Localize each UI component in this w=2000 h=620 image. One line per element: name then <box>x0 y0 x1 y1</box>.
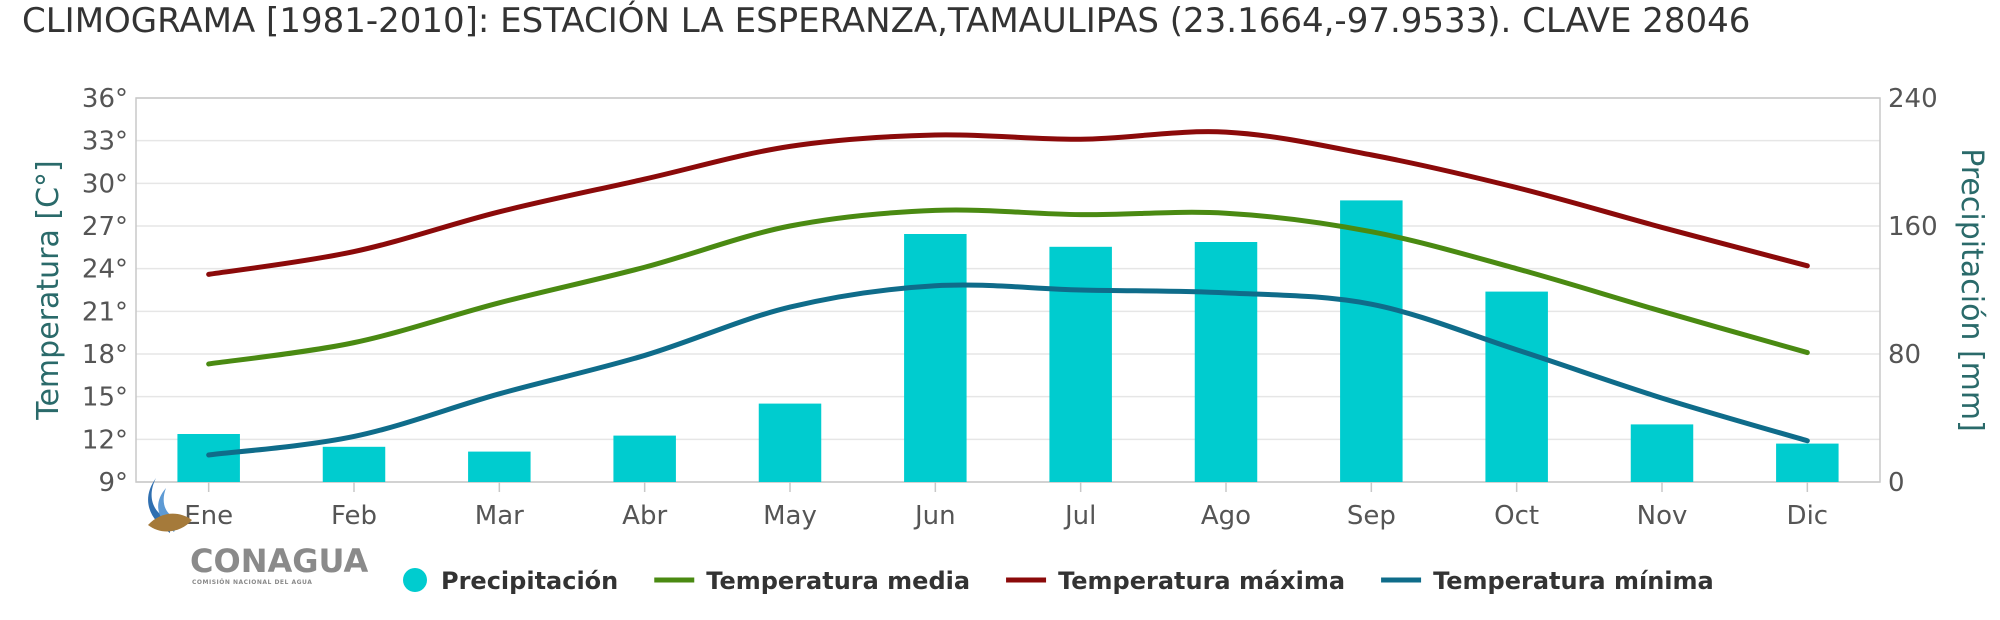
right-tick-label: 240 <box>1888 84 1938 114</box>
left-axis-ticks: 9° 12° 15° 18° 21° 24° 27° 30° 33° 36° <box>82 84 128 498</box>
left-tick-label: 12° <box>82 425 128 455</box>
temperature-lines <box>206 129 1810 458</box>
precipitation-bar <box>177 434 240 482</box>
legend-label: Precipitación <box>441 567 618 595</box>
precipitation-bar <box>758 403 822 482</box>
left-tick-label: 24° <box>82 255 128 285</box>
left-tick-label: 27° <box>82 212 128 242</box>
x-axis-ticks: Ene Feb Mar Abr May Jun Jul Ago Sep Oct Nov Dic <box>184 482 1828 531</box>
legend-label: Temperatura máxima <box>1058 567 1345 595</box>
x-tick-label: Nov <box>1637 501 1688 531</box>
right-axis-title: Precipitación [mm] <box>1954 148 1989 432</box>
x-tick-label: Sep <box>1347 501 1396 531</box>
logo-subtitle: COMISIÓN NACIONAL DEL AGUA <box>192 579 312 586</box>
temperatura-minima-line <box>206 282 1810 458</box>
left-tick-label: 36° <box>82 84 128 114</box>
temperatura-media-line <box>206 207 1810 367</box>
legend-label: Temperatura mínima <box>1433 567 1714 595</box>
precipitation-bar <box>1630 424 1694 482</box>
x-tick-label: Mar <box>475 501 524 531</box>
x-tick-label: Dic <box>1787 501 1829 531</box>
precipitation-bar <box>1049 246 1112 482</box>
temperatura-maxima-line <box>206 129 1810 277</box>
legend-marker <box>403 568 427 592</box>
precipitation-bar <box>322 446 386 482</box>
left-tick-label: 30° <box>82 169 128 199</box>
precipitation-bar <box>1194 242 1258 482</box>
x-tick-label: Abr <box>622 501 667 531</box>
precipitation-bar <box>468 451 531 482</box>
legend-label: Temperatura media <box>706 567 970 595</box>
precipitation-bars <box>177 200 1839 482</box>
x-tick-label: May <box>763 501 817 531</box>
left-tick-label: 21° <box>82 297 128 327</box>
right-axis-ticks: 0 80 160 240 <box>1888 84 1938 498</box>
left-tick-label: 9° <box>98 468 128 498</box>
legend: Precipitación Temperatura media Temperatur… <box>403 567 1714 595</box>
right-tick-label: 80 <box>1888 340 1921 370</box>
x-tick-label: Oct <box>1494 501 1539 531</box>
x-tick-label: Jul <box>1063 501 1096 531</box>
precipitation-bar <box>904 234 967 482</box>
precipitation-bar <box>1340 200 1403 482</box>
right-tick-label: 160 <box>1888 212 1938 242</box>
legend-item: Temperatura máxima <box>1006 567 1345 595</box>
right-tick-label: 0 <box>1888 468 1905 498</box>
legend-item: Temperatura media <box>654 567 970 595</box>
precipitation-bar <box>1485 291 1548 482</box>
x-tick-label: Feb <box>331 501 377 531</box>
precipitation-bar <box>613 435 676 482</box>
left-tick-label: 15° <box>82 383 128 413</box>
left-axis-title: Temperatura [C°] <box>31 160 66 421</box>
x-tick-label: Jun <box>913 501 956 531</box>
chart-title: CLIMOGRAMA [1981-2010]: ESTACIÓN LA ESPE… <box>22 0 1750 41</box>
precipitation-bar <box>1776 443 1839 482</box>
x-tick-label: Ago <box>1201 501 1251 531</box>
x-tick-label: Ene <box>184 501 233 531</box>
left-tick-label: 18° <box>82 340 128 370</box>
legend-item: Temperatura mínima <box>1381 567 1714 595</box>
left-tick-label: 33° <box>82 127 128 157</box>
conagua-logo: CONAGUA COMISIÓN NACIONAL DEL AGUA <box>148 478 369 586</box>
legend-item: Precipitación <box>403 567 618 595</box>
plot-area <box>135 97 1881 483</box>
logo-text: CONAGUA <box>190 542 369 580</box>
